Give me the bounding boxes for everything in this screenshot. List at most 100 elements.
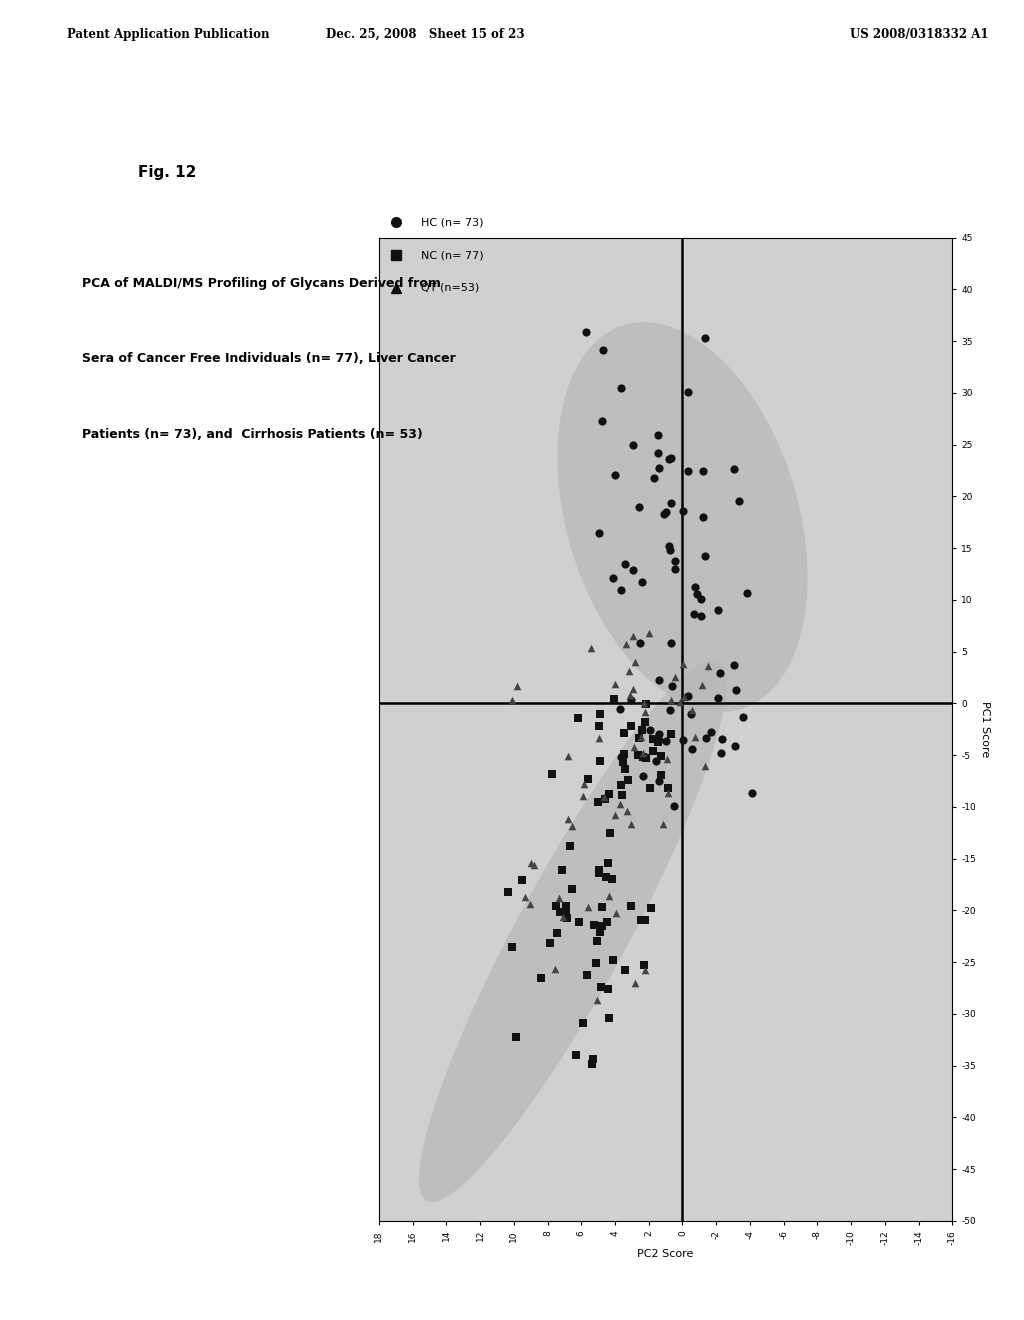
Point (636, 693, 652, 714)
Point (650, 442, 667, 463)
Point (710, 599, 726, 620)
Point (645, 729, 662, 750)
Text: Patients (n= 73), and  Cirrhosis Patients (n= 53): Patients (n= 73), and Cirrhosis Patients… (82, 428, 423, 441)
Point (606, 805, 623, 826)
Point (592, 704, 608, 725)
Point (659, 783, 676, 804)
Y-axis label: PC1 Score: PC1 Score (980, 701, 990, 758)
Point (568, 1044, 585, 1065)
Point (693, 675, 710, 696)
Point (594, 916, 610, 937)
Point (667, 550, 683, 572)
Point (687, 726, 703, 747)
Point (580, 768, 596, 789)
Point (638, 747, 654, 768)
Point (594, 411, 610, 432)
Point (636, 702, 652, 723)
Point (634, 572, 650, 593)
Point (659, 748, 676, 770)
Point (617, 634, 634, 655)
Point (637, 909, 653, 931)
Point (589, 990, 605, 1011)
Point (713, 742, 729, 763)
X-axis label: PC2 Score: PC2 Score (637, 1249, 694, 1259)
Point (658, 502, 675, 523)
Text: QT (n=53): QT (n=53) (421, 282, 479, 293)
Point (664, 492, 680, 513)
Point (588, 953, 604, 974)
Point (589, 931, 605, 952)
Point (675, 500, 691, 521)
Point (653, 764, 670, 785)
Point (559, 907, 575, 928)
Point (613, 579, 630, 601)
Point (621, 660, 637, 681)
Point (616, 960, 633, 981)
Text: Sera of Cancer Free Individuals (n= 77), Liver Cancer: Sera of Cancer Free Individuals (n= 77),… (82, 352, 456, 366)
Point (672, 692, 688, 713)
Point (612, 747, 629, 768)
Point (739, 582, 756, 603)
Point (684, 700, 700, 721)
Point (666, 796, 682, 817)
Point (697, 727, 714, 748)
Point (601, 1007, 617, 1028)
Point (633, 909, 649, 931)
Point (734, 706, 751, 727)
Point (606, 673, 623, 694)
Point (586, 915, 602, 936)
Point (686, 603, 702, 624)
Point (679, 685, 695, 706)
Point (590, 792, 606, 813)
Point (615, 743, 632, 764)
Point (612, 793, 629, 814)
Point (628, 652, 644, 673)
Point (664, 447, 680, 469)
Point (650, 730, 667, 751)
Point (692, 606, 709, 627)
Point (680, 461, 696, 482)
Point (664, 676, 680, 697)
Point (635, 743, 651, 764)
Point (517, 887, 534, 908)
Point (623, 689, 639, 710)
Point (593, 977, 609, 998)
Point (637, 960, 653, 981)
Point (607, 465, 624, 486)
Point (662, 700, 678, 721)
Point (626, 737, 642, 758)
Point (612, 698, 629, 719)
Point (578, 322, 594, 343)
Point (620, 801, 636, 822)
Point (522, 851, 539, 873)
Point (526, 854, 543, 875)
Point (584, 1053, 600, 1074)
Point (592, 750, 608, 771)
Point (663, 632, 679, 653)
Point (599, 853, 615, 874)
Point (600, 978, 616, 999)
Point (642, 777, 658, 799)
Point (626, 434, 642, 455)
Point (634, 719, 650, 741)
Point (642, 719, 658, 741)
Point (601, 886, 617, 907)
Point (667, 667, 683, 688)
Point (560, 746, 577, 767)
Point (591, 715, 607, 737)
Point (591, 523, 607, 544)
Point (598, 866, 614, 887)
Point (687, 577, 703, 598)
Point (662, 540, 678, 561)
Point (637, 711, 653, 733)
Point (504, 690, 520, 711)
Point (574, 1012, 591, 1034)
Point (651, 457, 668, 478)
Point (727, 678, 743, 700)
Text: Dec. 25, 2008   Sheet 15 of 23: Dec. 25, 2008 Sheet 15 of 23 (326, 28, 524, 41)
Point (522, 894, 539, 915)
Point (727, 735, 743, 756)
Text: Patent Application Publication: Patent Application Publication (67, 28, 269, 41)
Text: PCA of MALDI/MS Profiling of Glycans Derived from: PCA of MALDI/MS Profiling of Glycans Der… (82, 277, 440, 290)
Point (731, 490, 748, 511)
